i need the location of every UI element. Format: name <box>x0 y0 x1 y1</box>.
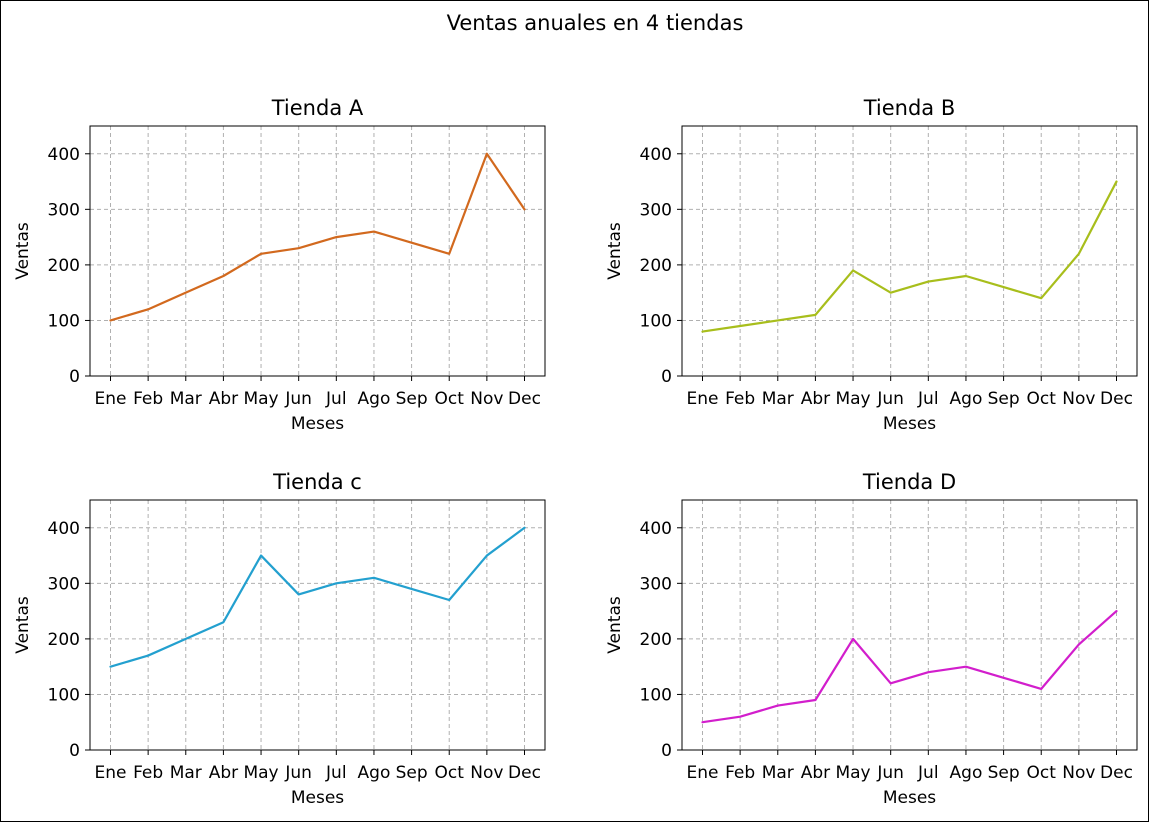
x-tick-label: Abr <box>801 763 830 783</box>
tienda-d-series-line <box>701 610 1118 724</box>
x-tick-label: Dec <box>1100 389 1133 409</box>
y-tick-label: 300 <box>48 574 80 594</box>
tienda-a-title: Tienda A <box>271 96 364 120</box>
x-tick-label: Oct <box>1027 763 1057 783</box>
x-tick-label: Nov <box>470 389 503 409</box>
x-tick-label: Jun <box>876 763 904 783</box>
x-tick-label: May <box>835 389 870 409</box>
tienda-b-axes-frame <box>681 125 1138 377</box>
x-tick-label: Feb <box>725 389 755 409</box>
tienda-b-x-axis-label: Meses <box>883 414 936 434</box>
x-tick-label: Ene <box>687 763 719 783</box>
y-tick-label: 0 <box>69 741 80 761</box>
tienda-d-chart: Ene Feb Mar Abr May Jun Jul Ago Sep Oct Nov Dec 0 100… <box>605 470 1138 808</box>
x-tick-label: Oct <box>1027 389 1057 409</box>
x-tick-label: Nov <box>1062 763 1095 783</box>
x-tick-label: Nov <box>470 763 503 783</box>
x-tick-label: Jun <box>284 763 312 783</box>
y-tick-label: 0 <box>661 367 672 387</box>
x-tick-label: Jul <box>917 389 939 409</box>
y-tick-label: 100 <box>48 311 80 331</box>
x-tick-label: Feb <box>725 763 755 783</box>
x-tick-label: Ago <box>950 389 983 409</box>
x-tick-label: Abr <box>801 389 830 409</box>
y-tick-label: 200 <box>48 630 80 650</box>
x-tick-label: Jun <box>876 389 904 409</box>
y-tick-label: 100 <box>640 685 672 705</box>
x-tick-label: Jul <box>325 763 347 783</box>
x-tick-label: Sep <box>988 389 1020 409</box>
x-tick-label: Ago <box>358 389 391 409</box>
x-tick-label: Mar <box>170 763 202 783</box>
x-tick-label: Sep <box>396 763 428 783</box>
tienda-d-title: Tienda D <box>862 470 956 494</box>
x-tick-label: Jun <box>284 389 312 409</box>
y-tick-label: 0 <box>69 367 80 387</box>
tienda-a-chart: Ene Feb Mar Abr May Jun Jul Ago Sep Oct Nov Dec 0 100… <box>13 96 546 434</box>
y-tick-label: 200 <box>640 630 672 650</box>
tienda-b-title: Tienda B <box>863 96 956 120</box>
x-tick-label: May <box>243 389 278 409</box>
x-tick-label: May <box>835 763 870 783</box>
y-tick-label: 0 <box>661 741 672 761</box>
tienda-b-series-line <box>701 180 1118 333</box>
tienda-d-axes-frame <box>681 499 1138 751</box>
x-tick-label: Feb <box>133 389 163 409</box>
y-tick-label: 200 <box>640 256 672 276</box>
x-tick-label: Dec <box>1100 763 1133 783</box>
x-tick-label: Mar <box>762 389 794 409</box>
x-tick-label: Oct <box>435 389 465 409</box>
x-tick-label: Feb <box>133 763 163 783</box>
x-tick-label: Dec <box>508 763 541 783</box>
tienda-a-series-line <box>109 152 526 322</box>
y-tick-label: 200 <box>48 256 80 276</box>
x-tick-label: Ago <box>358 763 391 783</box>
y-tick-label: 400 <box>640 519 672 539</box>
tienda-c-y-axis-label: Ventas <box>13 596 33 654</box>
x-tick-label: Abr <box>209 763 238 783</box>
tienda-d-x-axis-label: Meses <box>883 788 936 808</box>
figure-title: Ventas anuales en 4 tiendas <box>447 11 744 35</box>
x-tick-label: May <box>243 763 278 783</box>
tienda-a-axes-frame <box>89 125 546 377</box>
x-tick-label: Dec <box>508 389 541 409</box>
x-tick-label: Ene <box>95 389 127 409</box>
tienda-c-x-axis-label: Meses <box>291 788 344 808</box>
y-tick-label: 100 <box>640 311 672 331</box>
y-tick-label: 300 <box>48 200 80 220</box>
tienda-d-y-axis-label: Ventas <box>605 596 625 654</box>
x-tick-label: Oct <box>435 763 465 783</box>
x-tick-label: Ene <box>687 389 719 409</box>
tienda-a-y-axis-label: Ventas <box>13 222 33 280</box>
y-tick-label: 400 <box>48 145 80 165</box>
x-tick-label: Mar <box>762 763 794 783</box>
x-tick-label: Mar <box>170 389 202 409</box>
x-tick-label: Jul <box>325 389 347 409</box>
tienda-c-chart: Ene Feb Mar Abr May Jun Jul Ago Sep Oct Nov Dec 0 100… <box>13 470 546 808</box>
tienda-b-chart: Ene Feb Mar Abr May Jun Jul Ago Sep Oct Nov Dec 0 100… <box>605 96 1138 434</box>
tienda-a-x-axis-label: Meses <box>291 414 344 434</box>
x-tick-label: Jul <box>917 763 939 783</box>
x-tick-label: Abr <box>209 389 238 409</box>
x-tick-label: Ago <box>950 763 983 783</box>
tienda-c-series-line <box>109 526 526 668</box>
y-tick-label: 400 <box>48 519 80 539</box>
tienda-c-title: Tienda c <box>272 470 362 494</box>
y-tick-label: 400 <box>640 145 672 165</box>
y-tick-label: 100 <box>48 685 80 705</box>
x-tick-label: Sep <box>988 763 1020 783</box>
x-tick-label: Ene <box>95 763 127 783</box>
x-tick-label: Nov <box>1062 389 1095 409</box>
tienda-b-y-axis-label: Ventas <box>605 222 625 280</box>
tienda-c-axes-frame <box>89 499 546 751</box>
y-tick-label: 300 <box>640 574 672 594</box>
y-tick-label: 300 <box>640 200 672 220</box>
x-tick-label: Sep <box>396 389 428 409</box>
